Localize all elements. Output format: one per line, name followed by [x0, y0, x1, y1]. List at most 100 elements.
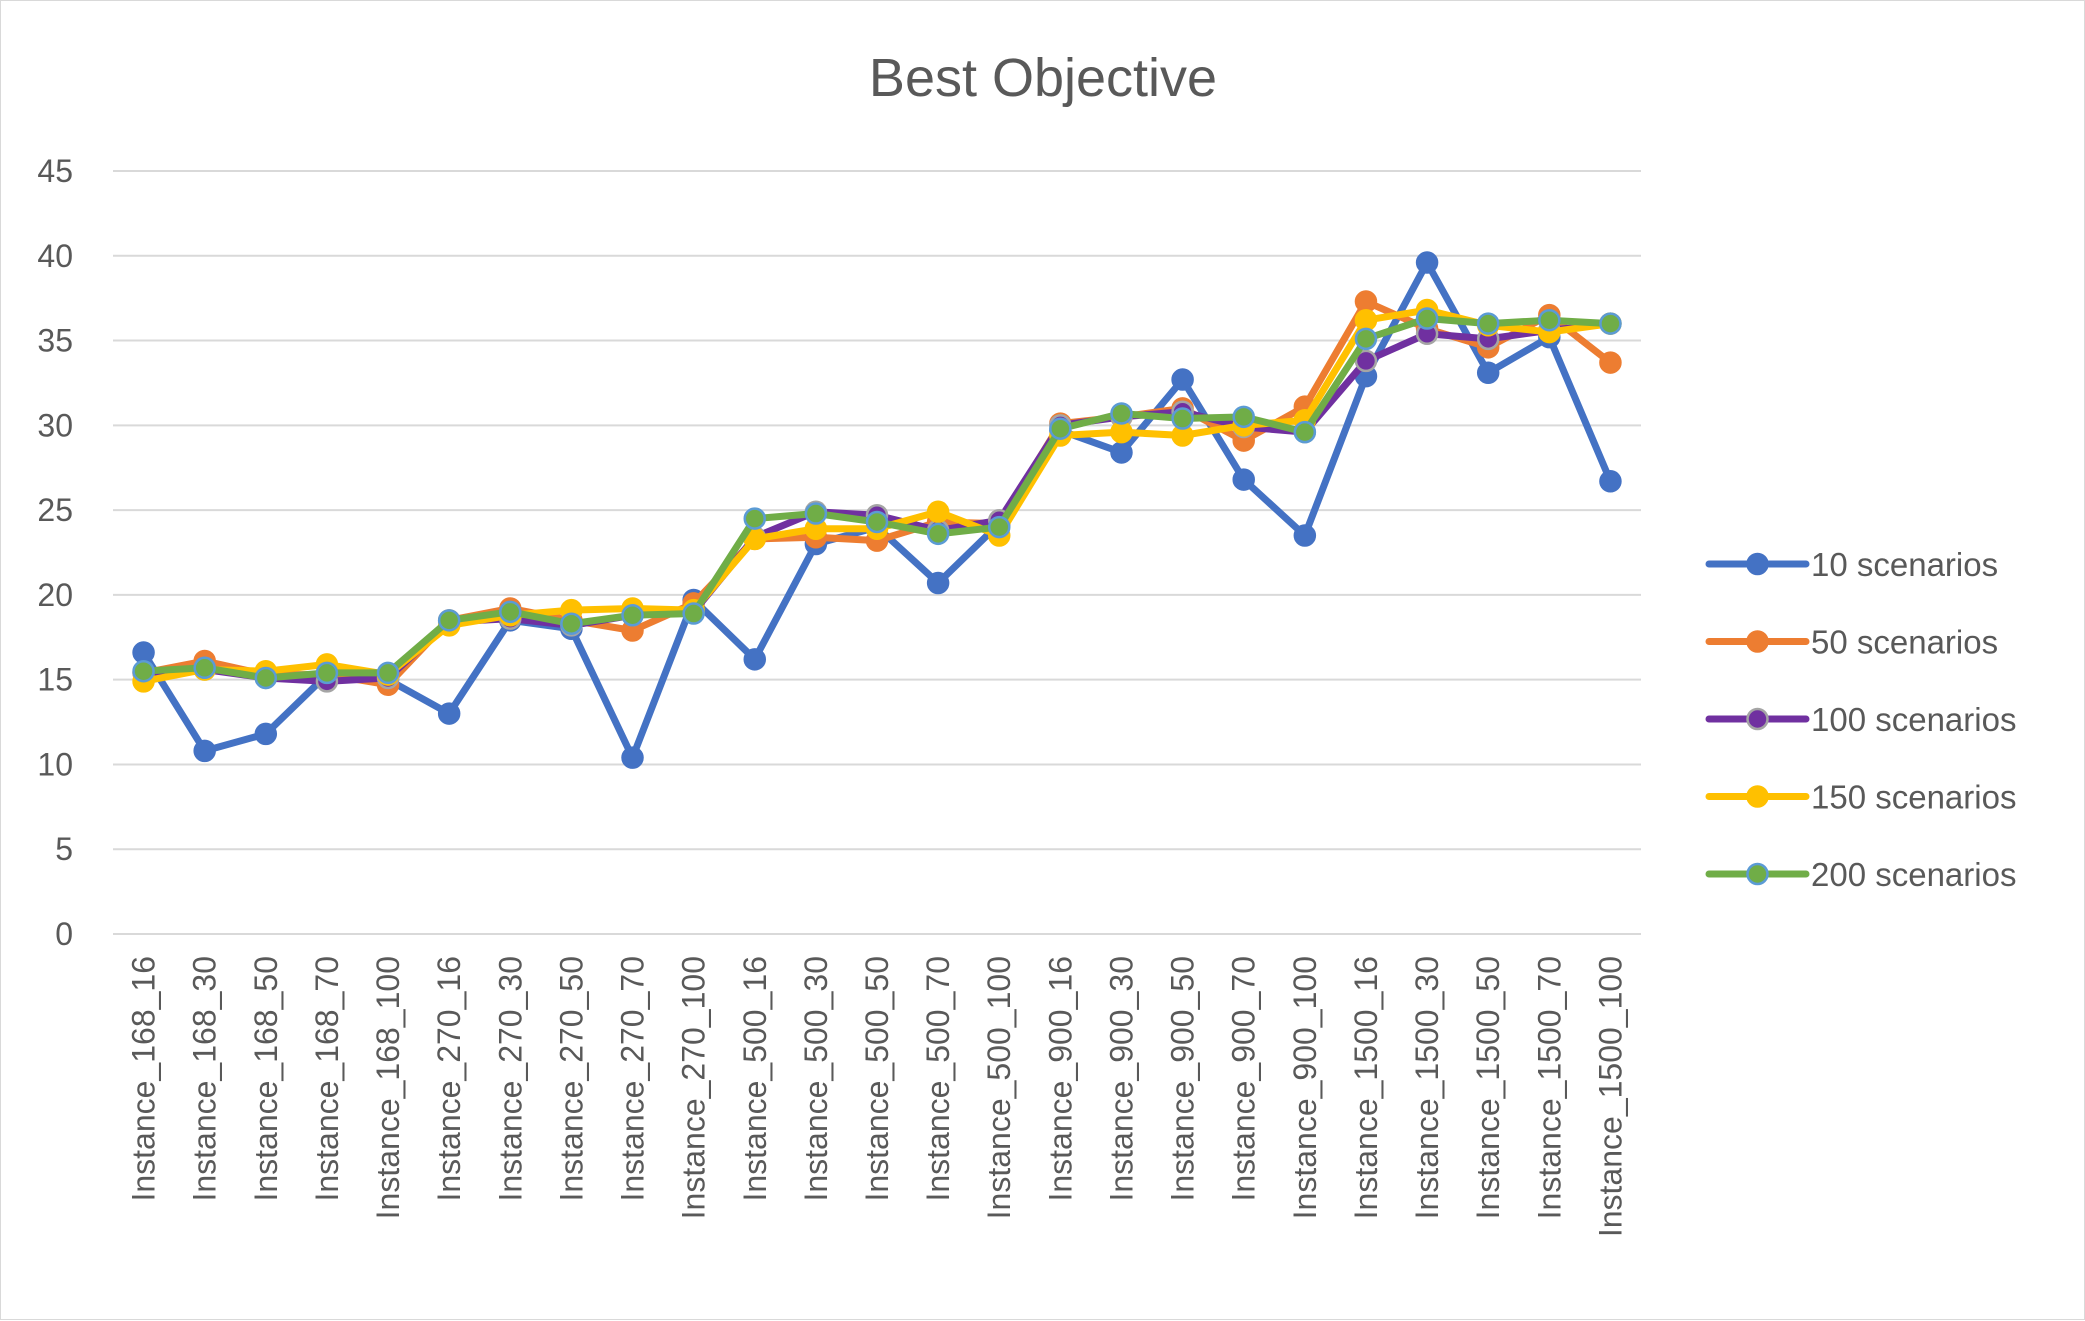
data-point — [376, 661, 400, 685]
data-point — [315, 661, 339, 685]
x-tick-label: Instance_1500_50 — [1470, 956, 1506, 1219]
x-tick-label: Instance_900_50 — [1165, 956, 1201, 1202]
legend-label: 10 scenarios — [1811, 546, 1998, 583]
data-point — [1354, 290, 1378, 313]
x-axis-ticks: Instance_168_16 Instance_168_30 Instance_1… — [126, 956, 1629, 1237]
data-point — [132, 641, 155, 664]
data-point — [865, 510, 889, 534]
data-point — [254, 722, 278, 746]
data-point — [1171, 368, 1194, 391]
data-point — [1599, 312, 1622, 335]
series-5 — [132, 307, 1622, 690]
legend-label: 100 scenarios — [1811, 701, 2016, 738]
data-point — [926, 522, 950, 546]
data-point — [743, 648, 767, 671]
series-3 — [132, 312, 1622, 693]
data-point — [254, 666, 278, 690]
data-point — [987, 515, 1011, 539]
x-tick-label: Instance_168_100 — [370, 956, 406, 1219]
series-2 — [132, 290, 1622, 697]
y-tick-label: 10 — [37, 746, 73, 782]
legend: 10 scenarios 50 scenarios 100 scenarios 150… — [1705, 546, 2016, 893]
x-tick-label: Instance_500_16 — [737, 956, 773, 1202]
data-point — [1354, 308, 1378, 332]
x-tick-label: Instance_168_30 — [187, 956, 223, 1202]
series-lines — [132, 251, 1622, 769]
series-line — [140, 320, 1614, 685]
data-point — [1049, 417, 1072, 440]
data-point — [804, 502, 828, 525]
series-4 — [132, 298, 1622, 693]
legend-entry: 50 scenarios — [1705, 624, 1998, 661]
x-tick-label: Instance_900_70 — [1226, 956, 1262, 1202]
data-point — [1354, 327, 1378, 351]
data-point — [132, 659, 155, 683]
data-point — [621, 746, 644, 769]
data-point — [193, 739, 216, 763]
data-point — [193, 656, 216, 680]
data-point — [1415, 251, 1439, 274]
y-tick-label: 30 — [37, 407, 73, 443]
y-tick-label: 20 — [37, 577, 73, 613]
data-point — [437, 702, 461, 725]
data-point — [1110, 441, 1133, 464]
data-point — [1232, 405, 1255, 429]
y-tick-label: 40 — [37, 238, 73, 274]
data-point — [1110, 420, 1133, 444]
data-point — [1110, 402, 1133, 425]
data-point — [1476, 312, 1500, 335]
data-point — [1599, 470, 1622, 493]
data-point — [1599, 351, 1622, 374]
x-tick-label: Instance_168_16 — [126, 956, 162, 1202]
data-point — [682, 602, 705, 625]
x-tick-label: Instance_270_30 — [492, 956, 528, 1202]
series-line — [140, 306, 1614, 685]
data-point — [1293, 524, 1317, 547]
x-tick-label: Instance_168_70 — [309, 956, 345, 1202]
data-point — [1415, 307, 1439, 330]
legend-entry: 200 scenarios — [1705, 856, 2016, 893]
x-tick-label: Instance_900_100 — [1287, 956, 1323, 1219]
data-point — [1171, 407, 1194, 430]
legend-marker — [1746, 552, 1769, 576]
x-tick-label: Instance_270_70 — [615, 956, 651, 1202]
legend-marker — [1746, 630, 1769, 653]
x-tick-label: Instance_270_16 — [431, 956, 467, 1202]
x-tick-label: Instance_500_100 — [981, 956, 1017, 1219]
y-tick-label: 5 — [55, 831, 73, 867]
x-tick-label: Instance_500_30 — [798, 956, 834, 1202]
x-tick-label: Instance_270_100 — [676, 956, 712, 1219]
data-point — [743, 507, 767, 530]
legend-label: 150 scenarios — [1811, 779, 2016, 816]
y-tick-label: 0 — [55, 916, 73, 952]
y-tick-label: 45 — [37, 153, 73, 189]
chart-title: Best Objective — [869, 48, 1217, 108]
data-point — [1293, 420, 1317, 444]
x-tick-label: Instance_1500_70 — [1531, 956, 1567, 1219]
legend-marker — [1746, 707, 1769, 731]
y-tick-label: 35 — [37, 323, 73, 359]
y-tick-label: 15 — [37, 662, 73, 698]
x-tick-label: Instance_500_50 — [859, 956, 895, 1202]
x-tick-label: Instance_168_50 — [248, 956, 284, 1202]
data-point — [437, 609, 461, 632]
x-tick-label: Instance_1500_30 — [1409, 956, 1445, 1219]
series-line — [140, 298, 1614, 689]
legend-entry: 150 scenarios — [1705, 779, 2016, 816]
data-point — [621, 603, 644, 627]
data-point — [1476, 361, 1500, 385]
y-tick-label: 25 — [37, 492, 73, 528]
x-tick-label: Instance_1500_16 — [1348, 956, 1384, 1219]
y-axis-ticks: 0 5 10 15 20 25 30 35 40 45 — [37, 153, 73, 952]
x-tick-label: Instance_900_16 — [1042, 956, 1078, 1202]
data-point — [1354, 349, 1378, 373]
data-point — [1538, 308, 1561, 332]
x-tick-label: Instance_1500_100 — [1592, 956, 1628, 1237]
data-point — [926, 571, 950, 595]
legend-marker — [1746, 862, 1769, 886]
x-tick-label: Instance_500_70 — [920, 956, 956, 1202]
legend-entry: 10 scenarios — [1705, 546, 1998, 583]
legend-label: 50 scenarios — [1811, 624, 1998, 661]
